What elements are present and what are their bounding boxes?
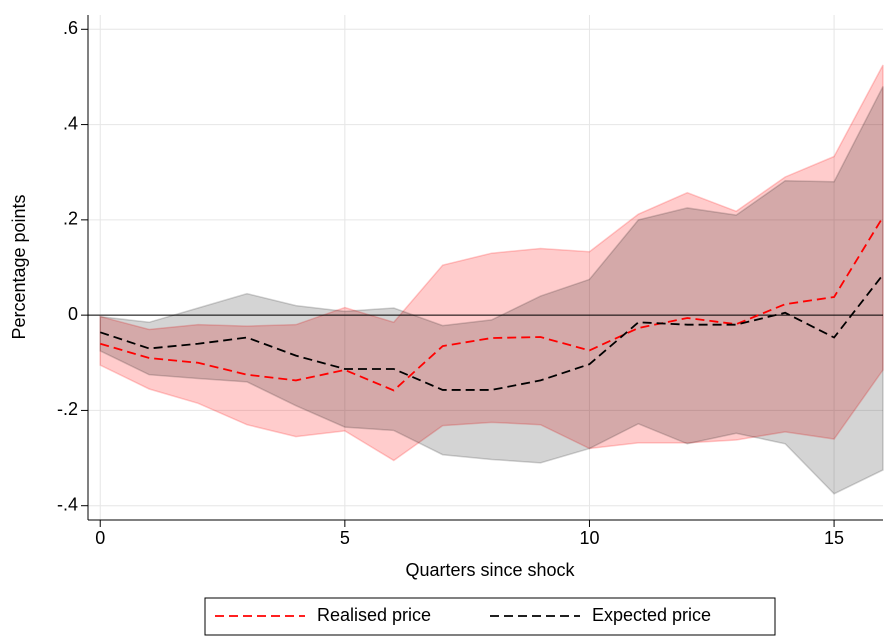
confidence-band [99,64,884,462]
x-tick-label: 5 [340,528,350,548]
y-tick-label: -.4 [57,494,78,514]
y-tick-label: 0 [68,304,78,324]
line [99,216,884,392]
confidence-band [99,86,884,495]
y-tick-label: .2 [63,209,78,229]
legend-label: Realised price [317,605,431,625]
legend-label: Expected price [592,605,711,625]
y-axis-label: Percentage points [9,194,29,339]
y-tick-label: .6 [63,18,78,38]
x-axis-label: Quarters since shock [405,560,575,580]
x-tick-label: 0 [95,528,105,548]
y-tick-label: -.2 [57,399,78,419]
x-tick-label: 10 [579,528,599,548]
y-tick-label: .4 [63,113,78,133]
x-tick-label: 15 [824,528,844,548]
line [99,274,884,391]
